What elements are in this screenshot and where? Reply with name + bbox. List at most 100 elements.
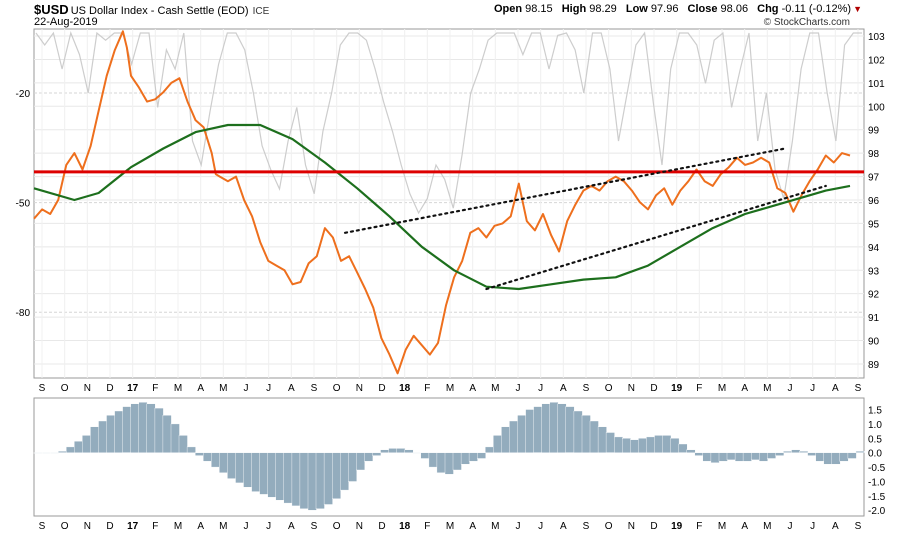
histogram-x-axis-tick-label: O <box>333 521 341 532</box>
histogram-x-axis-tick-label: A <box>197 521 204 532</box>
trendline-upper-line <box>343 147 787 234</box>
price-x-axis: S O N D 17 F M A M J J A S O N D 18 F M A M J J A S O N D 19 F M A M J J A S <box>39 383 862 394</box>
histogram-x-axis-tick-label: J <box>788 521 793 532</box>
histogram-bar <box>646 436 656 453</box>
price-x-axis-tick-label: M <box>763 383 771 394</box>
price-x-axis-tick-label: 19 <box>671 383 683 394</box>
price-x-axis-tick-label: M <box>446 383 454 394</box>
exchange-label: ICE <box>252 6 270 17</box>
indicator-axis-left: -20 -50 -80 <box>16 89 31 319</box>
histogram-bar <box>106 415 116 453</box>
histogram-bar <box>759 452 768 462</box>
price-axis-tick-label: 89 <box>868 360 880 371</box>
histogram-bar <box>678 443 688 453</box>
histogram-bar <box>98 420 108 453</box>
histogram-bar <box>58 451 67 453</box>
histogram-x-axis-tick-label: J <box>810 521 815 532</box>
price-x-axis-tick-label: 18 <box>399 383 411 394</box>
histogram-x-axis-tick-label: M <box>718 521 726 532</box>
histogram-bar <box>581 415 591 453</box>
price-x-axis-tick-label: O <box>605 383 613 394</box>
histogram-x-axis-tick-label: N <box>628 521 635 532</box>
open-label: Open <box>493 3 523 15</box>
stockcharts-credit[interactable]: © StockCharts.com <box>763 17 850 28</box>
histogram-bar <box>726 452 736 461</box>
histogram-bar <box>291 452 301 507</box>
histogram-axis-tick-label: 0.5 <box>868 434 882 445</box>
histogram-bar <box>493 435 502 453</box>
histogram-bar <box>815 452 825 462</box>
high-label: High <box>561 3 587 15</box>
histogram-axis-tick-label: 1.5 <box>868 406 882 417</box>
price-x-axis-tick-label: F <box>424 383 430 394</box>
histogram-x-axis-tick-label: M <box>219 521 227 532</box>
histogram-x-axis-tick-label: D <box>106 521 113 532</box>
histogram-bar <box>219 452 229 474</box>
histogram-x-axis-tick-label: D <box>378 521 385 532</box>
histogram-bar <box>82 435 92 453</box>
histogram-axis-tick-label: -1.0 <box>868 477 886 488</box>
histogram-bar <box>235 452 245 484</box>
histogram-x-axis-tick-label: F <box>696 521 702 532</box>
price-x-axis-tick-label: J <box>244 383 249 394</box>
histogram-bar <box>315 452 325 510</box>
histogram-x-axis: S O N D 17 F M A M J J A S O N D 18 F M A M J J A S O N D 19 F M A M J J A S <box>39 521 862 532</box>
histogram-bar <box>49 452 59 454</box>
histogram-bar <box>686 449 696 453</box>
price-axis-tick-label: 97 <box>868 173 880 184</box>
ohlc-readout: Open 98.15 High 98.29 Low 97.96 Close 98… <box>488 3 862 15</box>
histogram-bar <box>460 452 470 465</box>
instrument-name: US Dollar Index - Cash Settle (EOD) <box>70 5 249 17</box>
price-x-axis-tick-label: S <box>311 383 318 394</box>
histogram-bar <box>404 449 414 453</box>
histogram-bar <box>388 448 398 453</box>
histogram-bar <box>614 436 623 453</box>
histogram-bar <box>33 452 43 454</box>
histogram-bar <box>251 452 261 492</box>
histogram-bar <box>444 452 454 475</box>
histogram-bar <box>605 432 615 453</box>
histogram-bar <box>654 435 664 453</box>
moving-average-line <box>33 123 851 291</box>
histogram-x-axis-tick-label: N <box>356 521 363 532</box>
price-x-axis-tick-label: J <box>516 383 521 394</box>
histogram-bar <box>630 439 639 453</box>
histogram-panel-frame <box>33 397 865 517</box>
histogram-bar <box>41 452 51 454</box>
histogram-bar <box>477 452 486 459</box>
price-lines <box>33 30 864 375</box>
gray-indicator <box>35 31 862 215</box>
histogram-x-axis-tick-label: A <box>469 521 476 532</box>
price-series-line <box>33 30 851 375</box>
price-axis-tick-label: 93 <box>868 266 880 277</box>
ticker-symbol[interactable]: $USD <box>34 2 69 17</box>
price-x-axis-tick-label: J <box>810 383 815 394</box>
histogram-bar <box>839 452 849 462</box>
price-x-axis-tick-label: F <box>152 383 158 394</box>
low-label: Low <box>625 3 648 15</box>
trendline-lower-line <box>485 184 827 291</box>
histogram-bar <box>122 406 132 453</box>
price-axis-tick-label: 92 <box>868 290 880 301</box>
histogram-bar <box>452 452 462 471</box>
histogram-bar <box>694 452 704 456</box>
histogram-bar <box>275 452 285 501</box>
histogram-axis-tick-label: -2.0 <box>868 506 886 517</box>
histogram-x-axis-tick-label: F <box>424 521 430 532</box>
histogram-bar <box>436 452 446 474</box>
histogram-bar <box>807 452 817 456</box>
histogram-bar <box>428 452 438 468</box>
histogram-bar <box>823 452 833 465</box>
price-axis-tick-label: 94 <box>868 243 880 254</box>
price-axis-tick-label: 95 <box>868 219 880 230</box>
histogram-bar <box>227 452 237 479</box>
histogram-x-axis-tick-label: 19 <box>671 521 683 532</box>
price-axis-tick-label: 96 <box>868 196 880 207</box>
price-x-axis-tick-label: M <box>219 383 227 394</box>
histogram-bar <box>138 402 148 453</box>
histogram-bar <box>517 415 527 453</box>
histogram-x-axis-tick-label: J <box>266 521 271 532</box>
histogram-x-axis-tick-label: M <box>491 521 499 532</box>
price-axis-tick-label: 98 <box>868 149 880 160</box>
